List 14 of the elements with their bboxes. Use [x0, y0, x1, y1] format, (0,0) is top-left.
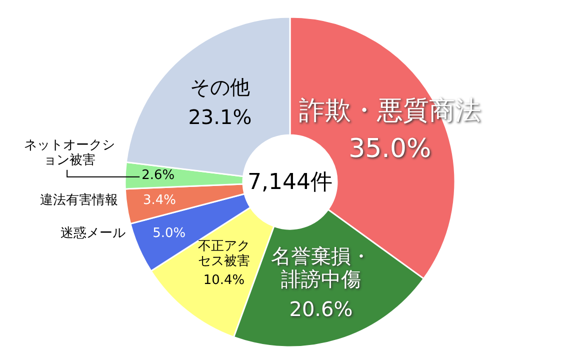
data-label: 10.4% [202, 273, 246, 290]
slice-label: ネットオークション被害 [23, 138, 116, 169]
data-label: 2.6% [142, 168, 175, 184]
slice-label: 不正アクセス被害 [197, 238, 252, 270]
data-label: 5.0% [152, 226, 186, 242]
text: 7,144件 [248, 170, 332, 195]
data-label: 23.1% [187, 105, 253, 130]
slice-label: 違法有害情報 [39, 193, 118, 210]
data-label: 3.4% [142, 193, 176, 210]
data-label: 20.6% [288, 296, 354, 321]
data-label: 35.0% [348, 134, 432, 166]
slice-label: その他 [188, 75, 251, 100]
slice-label: 名誉棄損・誹謗中傷 [270, 244, 372, 291]
slice-label: 迷惑メール [60, 226, 126, 242]
